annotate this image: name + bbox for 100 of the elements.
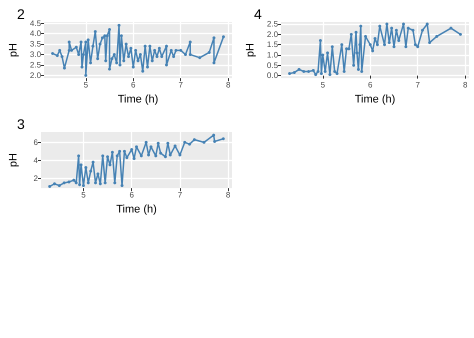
point: [314, 73, 318, 76]
point: [330, 45, 334, 48]
point: [385, 22, 388, 26]
point: [326, 51, 330, 54]
line-series: [48, 134, 225, 188]
point: [302, 70, 306, 73]
point: [359, 24, 362, 28]
point: [213, 140, 216, 143]
y-tick-label: 2.0: [266, 30, 279, 39]
point: [120, 184, 124, 188]
y-axis-title: pH: [8, 152, 20, 168]
point: [312, 68, 315, 72]
point: [80, 163, 83, 166]
y-tick-label: 6: [34, 138, 39, 147]
point: [82, 184, 85, 188]
x-tick-label: 8: [226, 80, 231, 90]
y-tick-label: 2.0: [30, 70, 42, 80]
x-tick-label: 5: [84, 80, 89, 90]
y-axis-title: pH: [244, 42, 256, 58]
y-tick-label: 2.5: [266, 20, 279, 29]
point: [340, 43, 344, 46]
point: [125, 156, 128, 160]
point: [101, 154, 104, 158]
point: [324, 70, 327, 73]
point: [416, 45, 420, 48]
point: [188, 142, 192, 146]
point: [164, 155, 167, 158]
point: [383, 43, 386, 46]
point: [392, 45, 396, 48]
point: [298, 68, 301, 71]
point: [154, 154, 158, 158]
point: [202, 140, 206, 144]
point: [110, 150, 114, 154]
point: [77, 154, 80, 158]
y-tick-label: 3.0: [30, 50, 42, 60]
point: [89, 170, 92, 173]
point: [426, 22, 429, 26]
chart-title: 4: [254, 6, 262, 22]
x-tick-label: 8: [462, 80, 468, 90]
point: [371, 49, 374, 52]
point: [62, 181, 66, 184]
x-tick-label: 7: [178, 190, 183, 200]
x-tick-label: 6: [131, 80, 136, 90]
point: [113, 181, 116, 184]
point: [292, 71, 296, 74]
point: [333, 70, 336, 73]
point: [168, 153, 172, 156]
point: [288, 72, 292, 76]
point: [48, 184, 52, 188]
point: [320, 72, 323, 76]
y-tick-label: 1.0: [266, 50, 279, 60]
point: [336, 72, 339, 76]
point: [58, 184, 61, 188]
point: [96, 172, 100, 176]
point: [92, 160, 95, 164]
point: [116, 154, 119, 158]
y-axis-title: pH: [8, 42, 20, 58]
point: [86, 181, 90, 184]
y-tick-label: 3.5: [30, 40, 42, 49]
point: [354, 30, 358, 34]
point: [78, 183, 82, 186]
y-tick-label: 0.5: [266, 60, 279, 70]
point: [328, 73, 332, 76]
x-axis-title: Time (h): [116, 204, 157, 216]
y-tick-label: 4.0: [30, 29, 42, 38]
point: [106, 155, 110, 158]
chart-title: 3: [17, 116, 25, 132]
point: [98, 182, 102, 186]
point: [388, 41, 391, 44]
point: [390, 26, 394, 30]
point: [53, 182, 56, 186]
point: [360, 70, 364, 73]
x-tick-label: 5: [81, 190, 86, 200]
chart-title: 2: [17, 6, 25, 22]
y-tick-label: 2.5: [30, 60, 42, 70]
point: [350, 32, 353, 36]
y-tick-label: 4: [34, 156, 39, 165]
x-axis-title: Time (h): [118, 94, 158, 106]
point: [414, 43, 417, 46]
x-tick-label: 6: [368, 80, 374, 90]
point: [122, 150, 126, 153]
point: [84, 166, 88, 170]
point: [420, 28, 424, 32]
point: [435, 34, 438, 38]
point: [342, 70, 346, 73]
point: [316, 70, 320, 73]
x-tick-label: 8: [226, 190, 231, 200]
point: [174, 144, 177, 148]
x-tick-label: 5: [320, 80, 326, 90]
point: [159, 152, 162, 155]
y-tick-label: 2: [34, 174, 39, 183]
point: [356, 68, 360, 71]
line-series: [288, 22, 462, 76]
point: [458, 32, 462, 36]
y-tick-label: 0.0: [266, 71, 279, 80]
point: [104, 181, 107, 184]
point: [352, 64, 356, 67]
x-tick-label: 6: [129, 190, 134, 200]
point: [156, 142, 160, 145]
point: [318, 39, 322, 42]
